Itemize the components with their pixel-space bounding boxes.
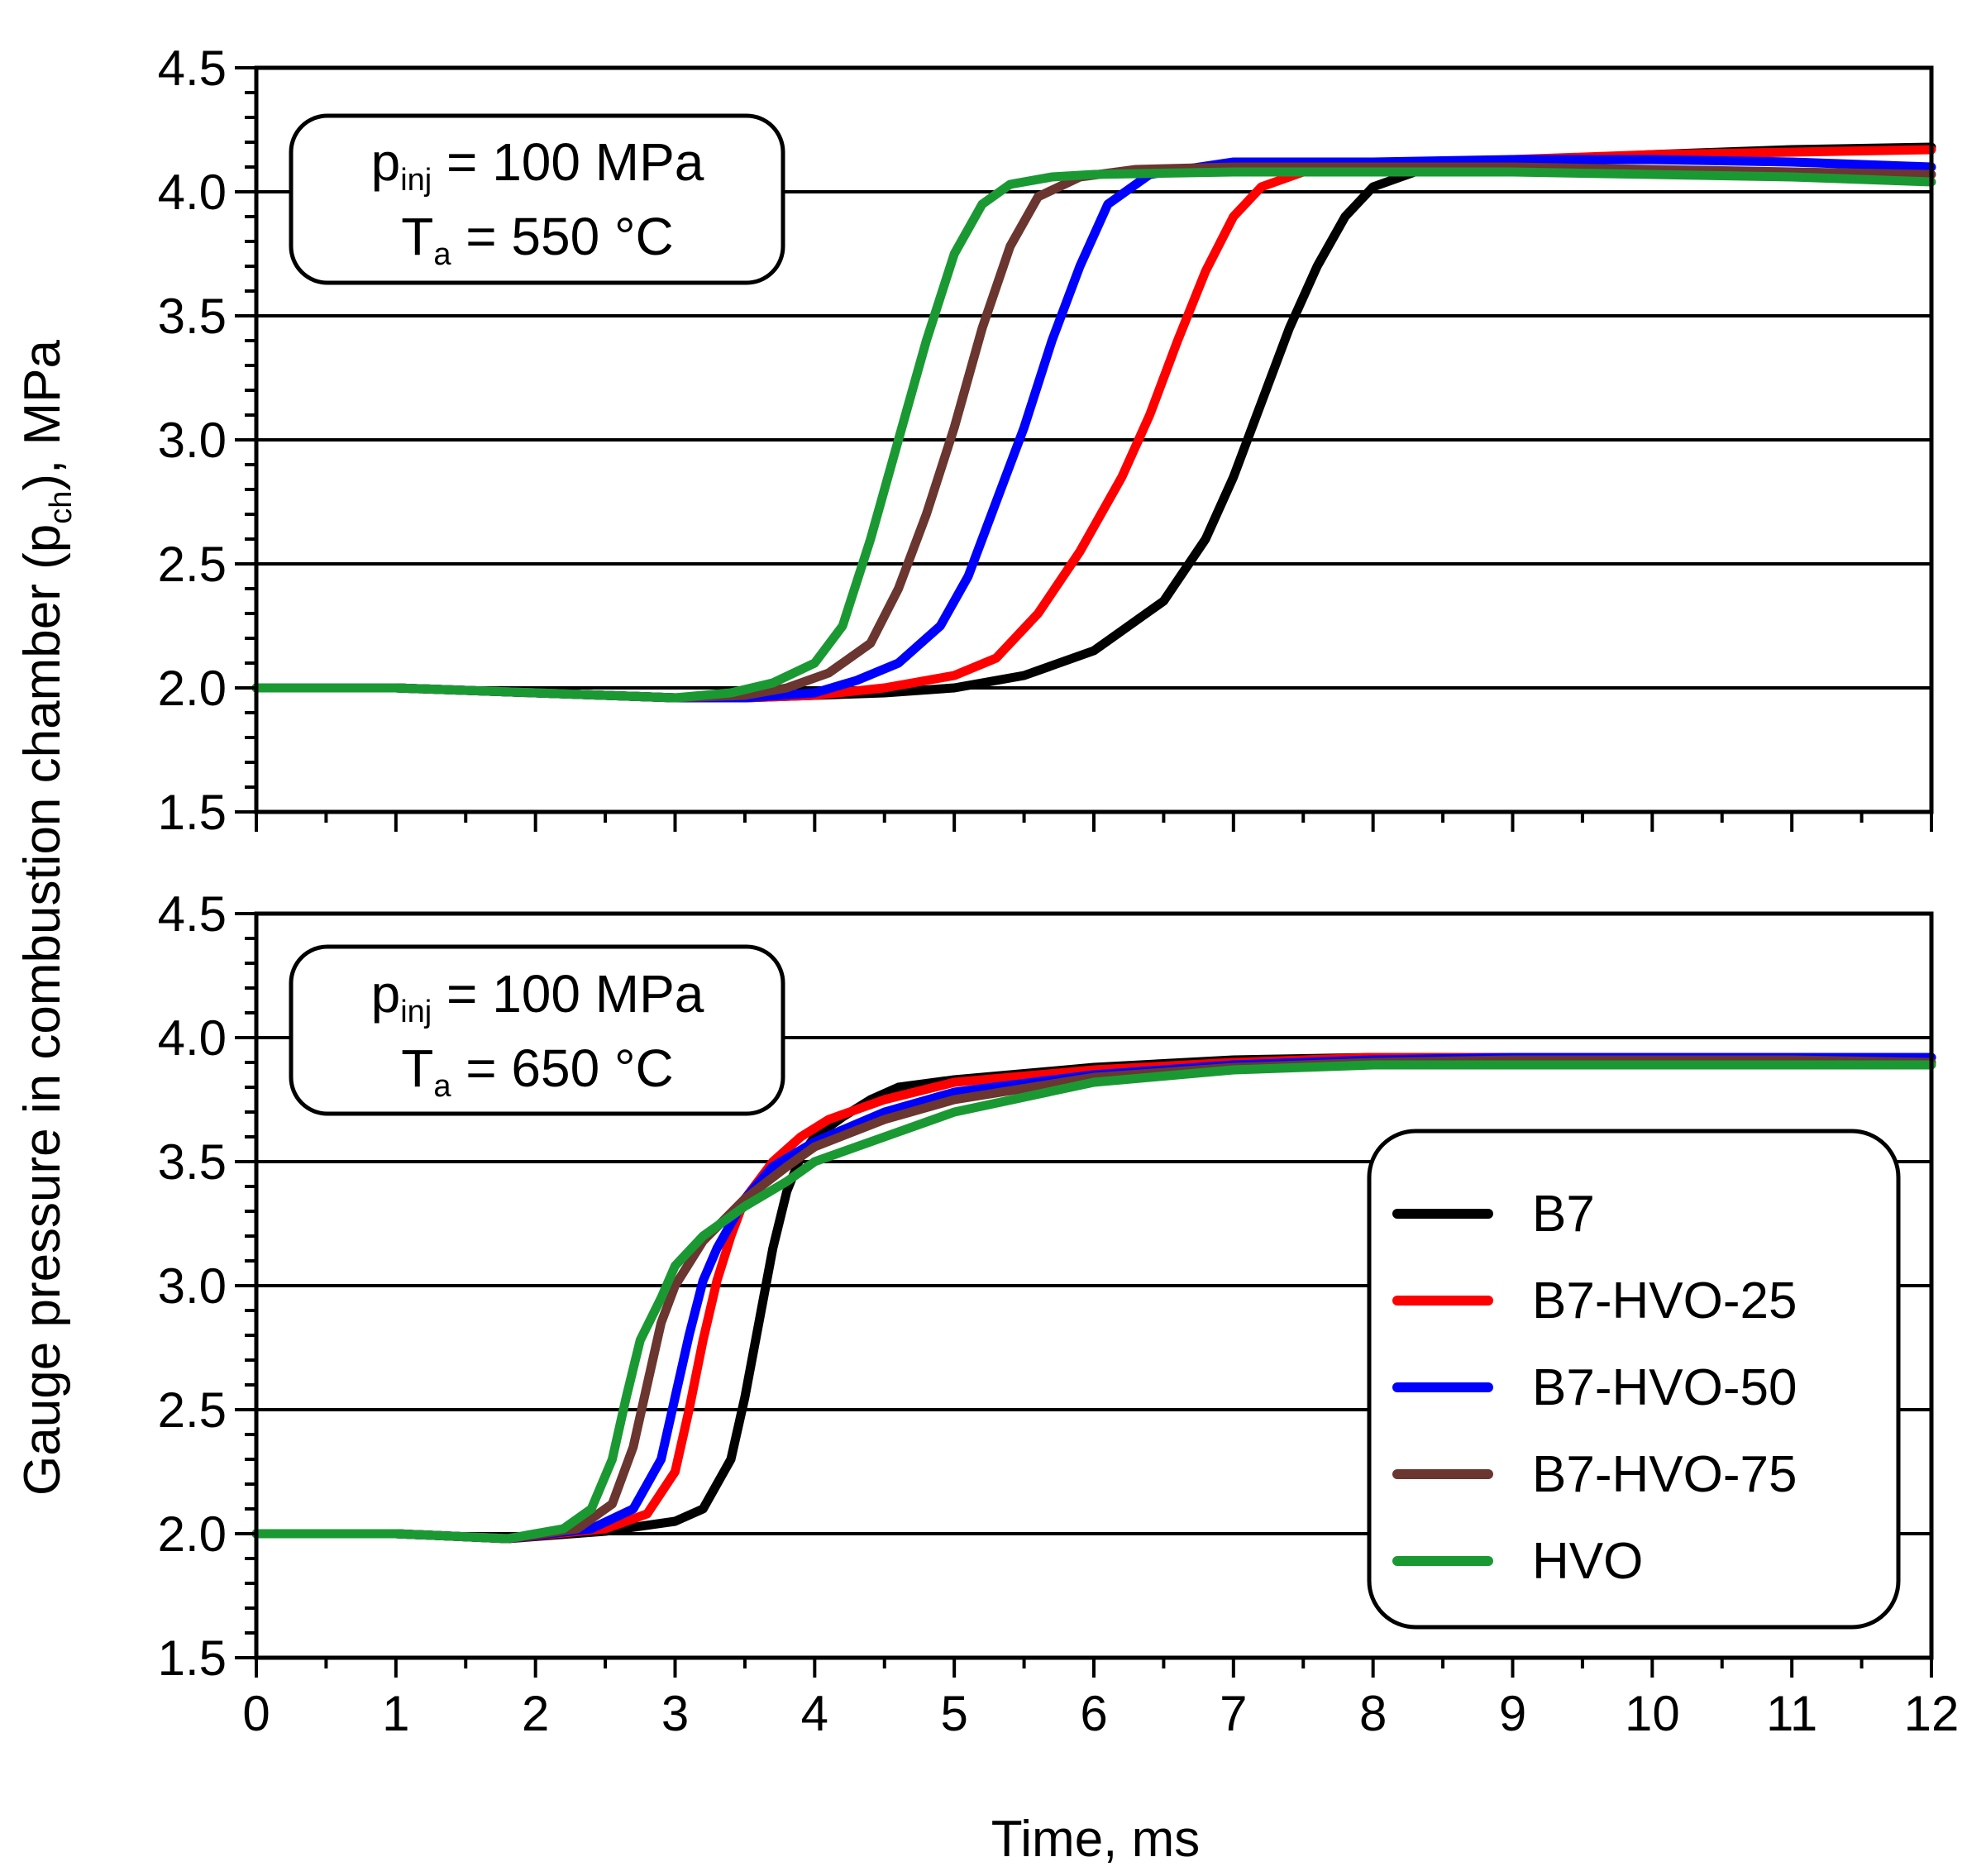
bottom-xtick-label: 9 <box>1499 1686 1526 1741</box>
bottom-panel-series <box>251 1053 1936 1544</box>
top-panel-series <box>251 142 1936 703</box>
bottom-xtick-label: 10 <box>1625 1686 1680 1741</box>
top-panel-frame: 1.5 2.0 2.5 3.0 3.5 4.0 4.5 <box>158 41 1934 840</box>
legend-label-b7-hvo-75: B7-HVO-75 <box>1532 1446 1797 1503</box>
top-panel: 1.5 2.0 2.5 3.0 3.5 4.0 4.5 pinj = 100 MPa Ta … <box>158 41 1936 840</box>
top-ytick-label: 2.0 <box>158 661 227 716</box>
bottom-ytick-label: 3.0 <box>158 1258 227 1314</box>
bottom-xtick-label: 1 <box>382 1686 409 1741</box>
bottom-anno-t-rest: = 650 °C <box>451 1038 673 1098</box>
bottom-xtick-label: 4 <box>801 1686 828 1741</box>
y-axis-label-sub: ch <box>44 491 79 524</box>
top-anno-t: T <box>401 207 433 266</box>
bottom-panel-frame: 1.52.02.53.03.54.04.50 1 2 3 4 5 6 7 8 9 10 11 12 <box>158 886 1960 1741</box>
top-anno-t-rest: = 550 °C <box>451 207 673 266</box>
y-axis-label-post: ), MPa <box>14 340 71 491</box>
top-ytick-label: 1.5 <box>158 785 227 840</box>
bottom-ytick-label: 4.5 <box>158 886 227 942</box>
top-ytick-label: 4.0 <box>158 165 227 220</box>
top-annotation-line1: pinj = 100 MPa <box>371 132 704 198</box>
bottom-anno-t: T <box>401 1038 433 1098</box>
bottom-annotation-line1: pinj = 100 MPa <box>371 964 704 1029</box>
top-ytick-label: 2.5 <box>158 537 227 592</box>
bottom-xtick-label: 2 <box>522 1686 549 1741</box>
bottom-annotation-rect <box>289 944 785 1116</box>
bottom-xtick-label: 12 <box>1904 1686 1960 1741</box>
top-annotation-box: pinj = 100 MPa Ta = 550 °C <box>289 113 785 285</box>
bottom-anno-p-rest: = 100 MPa <box>432 964 704 1024</box>
bottom-annotation-box: pinj = 100 MPa Ta = 650 °C <box>289 944 785 1116</box>
bottom-ytick-label: 2.0 <box>158 1506 227 1562</box>
legend-label-hvo: HVO <box>1532 1533 1643 1590</box>
top-annotation-line2: Ta = 550 °C <box>401 207 674 272</box>
top-anno-t-sub: a <box>433 237 451 272</box>
bottom-xtick-label: 7 <box>1220 1686 1247 1741</box>
bottom-xtick-label: 8 <box>1359 1686 1387 1741</box>
bottom-anno-p-sub: inj <box>400 995 432 1029</box>
bottom-panel: 1.52.02.53.03.54.04.50 1 2 3 4 5 6 7 8 9 10 11 12 pi… <box>158 886 1960 1741</box>
bottom-series-hvo <box>251 1060 1936 1544</box>
top-anno-p: p <box>371 132 401 192</box>
bottom-ytick-label: 1.5 <box>158 1630 227 1686</box>
top-anno-p-rest: = 100 MPa <box>432 132 704 192</box>
legend-box <box>1367 1129 1901 1630</box>
legend-label-b7: B7 <box>1532 1186 1595 1243</box>
bottom-ytick-label: 2.5 <box>158 1382 227 1438</box>
x-axis-label: Time, ms <box>991 1811 1201 1868</box>
bottom-xtick-label: 0 <box>242 1686 270 1741</box>
bottom-annotation-line2: Ta = 650 °C <box>401 1038 674 1104</box>
top-ytick-label: 3.0 <box>158 413 227 468</box>
top-anno-p-sub: inj <box>400 163 432 198</box>
legend-label-b7-hvo-50: B7-HVO-50 <box>1532 1359 1797 1416</box>
bottom-anno-t-sub: a <box>433 1069 451 1104</box>
bottom-ytick-label: 4.0 <box>158 1010 227 1066</box>
bottom-ytick-label: 3.5 <box>158 1134 227 1190</box>
bottom-xtick-label: 11 <box>1766 1686 1817 1741</box>
bottom-xtick-label: 3 <box>661 1686 689 1741</box>
y-axis-label-pre: Gauge pressure in combustion chamber (p <box>14 524 71 1496</box>
top-annotation-rect <box>289 113 785 285</box>
bottom-anno-p: p <box>371 964 401 1024</box>
y-axis-label: Gauge pressure in combustion chamber (pc… <box>14 340 79 1496</box>
top-series-hvo <box>251 167 1936 703</box>
bottom-xtick-label: 6 <box>1080 1686 1107 1741</box>
bottom-xtick-label: 5 <box>940 1686 967 1741</box>
legend: B7 B7-HVO-25 B7-HVO-50 B7-HVO-75 HVO <box>1367 1129 1901 1630</box>
top-ytick-label: 3.5 <box>158 289 227 344</box>
legend-label-b7-hvo-25: B7-HVO-25 <box>1532 1272 1797 1329</box>
top-ytick-label: 4.5 <box>158 41 227 96</box>
